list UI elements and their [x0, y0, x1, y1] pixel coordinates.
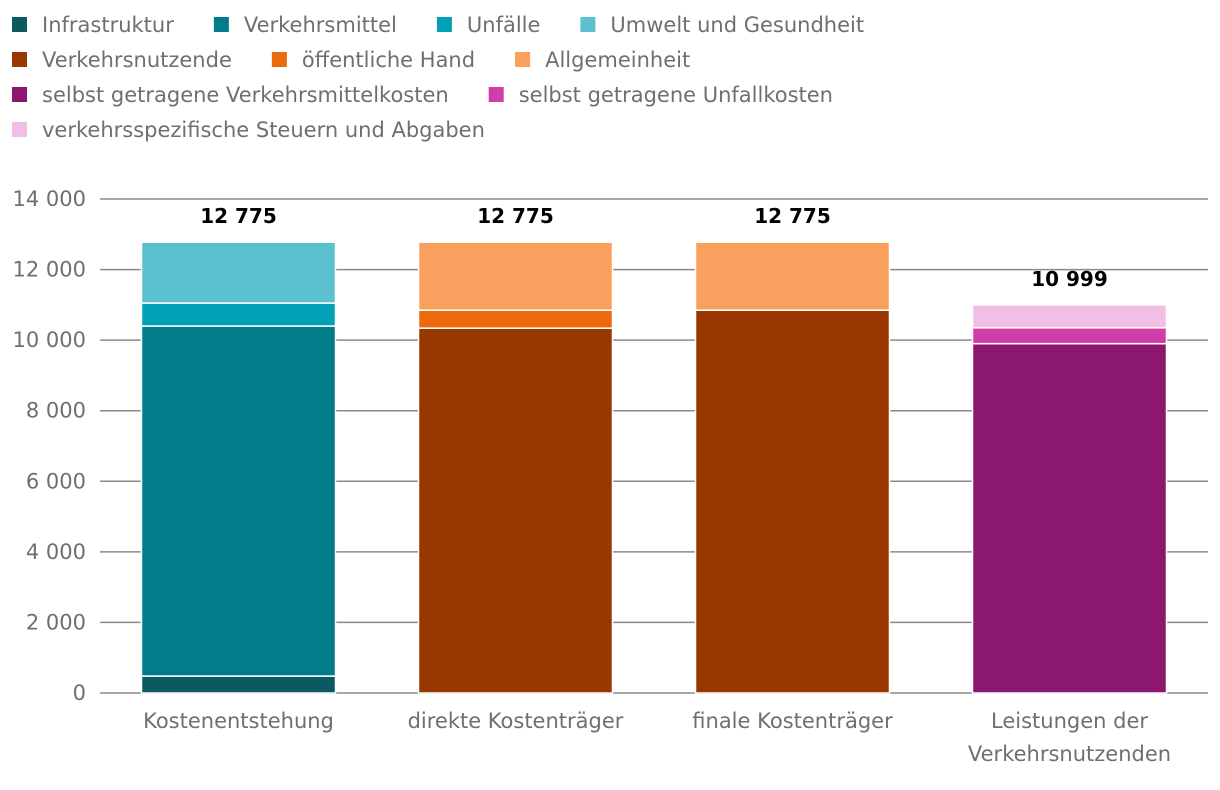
- legend-swatch: [271, 52, 287, 67]
- bar-segment-selbst-getragene-verkehrsmittelkosten: [971, 342, 1168, 694]
- y-tick-label: 10 000: [13, 328, 86, 352]
- y-tick-label: 2 000: [26, 610, 86, 634]
- category-label-line: direkte Kostenträger: [408, 709, 624, 733]
- category-label-line: Kostenentstehung: [143, 709, 334, 733]
- legend-item-oeffentliche-hand: öffentliche Hand: [271, 48, 475, 72]
- category-label: direkte Kostenträger: [408, 709, 624, 733]
- total-label: 12 775: [200, 204, 277, 228]
- category-label: Leistungen der Verkehrsnutzenden: [968, 709, 1171, 766]
- category-label: finale Kostenträger: [692, 709, 893, 733]
- legend-item-verkehrsnutzende: Verkehrsnutzende: [12, 48, 232, 72]
- legend-label: Umwelt und Gesundheit: [610, 13, 864, 37]
- legend-item-selbst-getragene-verkehrsmittelkosten: selbst getragene Verkehrsmittelkosten: [12, 83, 449, 107]
- total-label: 10 999: [1031, 267, 1108, 291]
- legend-label: Verkehrsmittel: [244, 13, 397, 37]
- y-tick-label: 4 000: [26, 540, 86, 564]
- legend-swatch: [488, 87, 504, 102]
- category-label: Kostenentstehung: [143, 709, 334, 733]
- bar-segment-verkehrsnutzende: [417, 327, 614, 694]
- bar-segment-verkehrsspezifische-steuern-und-abgaben: [971, 304, 1168, 329]
- legend-swatch: [436, 17, 452, 32]
- bar-segment-oeffentliche-hand: [417, 309, 614, 329]
- legend-item-unfaelle: Unfälle: [436, 13, 541, 37]
- legend-label: Unfälle: [467, 13, 541, 37]
- total-label: 12 775: [477, 204, 554, 228]
- legend-label: Infrastruktur: [42, 13, 174, 37]
- category-label-line: finale Kostenträger: [692, 709, 893, 733]
- bar-segment-verkehrsmittel: [140, 325, 337, 677]
- bar-segment-infrastruktur: [140, 675, 337, 694]
- legend-label: Verkehrsnutzende: [42, 48, 232, 72]
- total-labels: 12 775 12 775 12 775 10 999: [200, 204, 1108, 291]
- y-axis: 0 2 000 4 000 6 000 8 000 10 000 12 000 14 000: [13, 187, 86, 705]
- bar-segment-allgemeinheit: [417, 241, 614, 311]
- legend-swatch: [515, 52, 531, 67]
- legend-label: öffentliche Hand: [302, 48, 475, 72]
- legend-swatch: [12, 122, 27, 137]
- legend-item-verkehrsspezifische-steuern-und-abgaben: verkehrsspezifische Steuern und Abgaben: [12, 118, 485, 142]
- y-tick-label: 14 000: [13, 187, 86, 211]
- legend-item-umwelt-und-gesundheit: Umwelt und Gesundheit: [580, 13, 864, 37]
- bars: [140, 241, 1168, 694]
- category-label-line: Leistungen der: [991, 709, 1148, 733]
- category-label-line: Verkehrsnutzenden: [968, 742, 1171, 766]
- legend-item-allgemeinheit: Allgemeinheit: [515, 48, 690, 72]
- y-tick-label: 8 000: [26, 399, 86, 423]
- legend-label: verkehrsspezifische Steuern und Abgaben: [42, 118, 485, 142]
- legend-swatch: [12, 17, 27, 32]
- legend-item-selbst-getragene-unfallkosten: selbst getragene Unfallkosten: [488, 83, 833, 107]
- y-tick-label: 12 000: [13, 258, 86, 282]
- legend: Infrastruktur Verkehrsmittel Unfälle Umwelt…: [12, 13, 864, 142]
- bar-segment-selbst-getragene-unfallkosten: [971, 327, 1168, 345]
- legend-item-infrastruktur: Infrastruktur: [12, 13, 174, 37]
- total-label: 12 775: [754, 204, 831, 228]
- y-tick-label: 6 000: [26, 469, 86, 493]
- legend-label: Allgemeinheit: [545, 48, 690, 72]
- x-axis: Kostenentstehung direkte Kostenträger fina…: [143, 709, 1171, 766]
- legend-swatch: [213, 17, 229, 32]
- bar-segment-unfaelle: [140, 302, 337, 327]
- legend-label: selbst getragene Verkehrsmittelkosten: [42, 83, 449, 107]
- legend-item-verkehrsmittel: Verkehrsmittel: [213, 13, 397, 37]
- bar-segment-allgemeinheit: [694, 241, 891, 311]
- legend-swatch: [12, 52, 27, 67]
- legend-swatch: [580, 17, 596, 32]
- legend-swatch: [12, 87, 27, 102]
- legend-label: selbst getragene Unfallkosten: [519, 83, 833, 107]
- bar-segment-verkehrsnutzende: [694, 309, 891, 694]
- y-tick-label: 0: [73, 681, 86, 705]
- bar-segment-umwelt-und-gesundheit: [140, 241, 337, 304]
